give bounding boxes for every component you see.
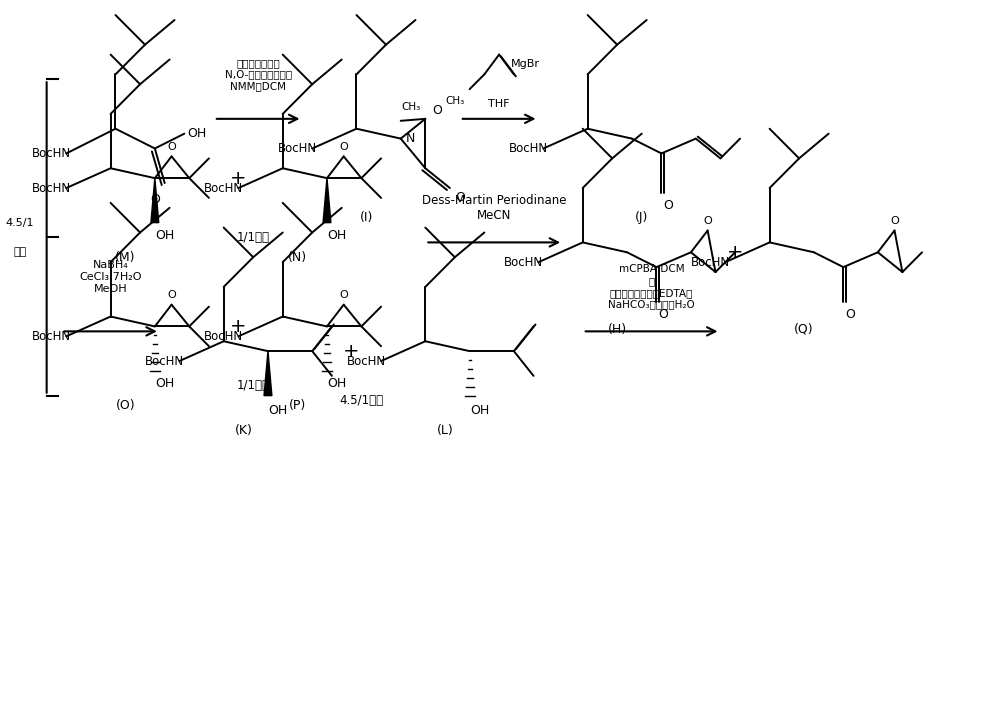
Text: OH: OH	[327, 378, 346, 391]
Text: +: +	[727, 242, 743, 262]
Text: O: O	[658, 308, 668, 321]
Text: (K): (K)	[234, 424, 252, 437]
Text: NaBH₄
CeCl₃.7H₂O
MeOH: NaBH₄ CeCl₃.7H₂O MeOH	[79, 261, 142, 293]
Text: BocHN: BocHN	[204, 330, 243, 343]
Text: (N): (N)	[288, 250, 307, 264]
Text: N: N	[406, 132, 415, 145]
Text: +: +	[230, 168, 247, 187]
Text: BocHN: BocHN	[32, 147, 71, 160]
Text: BocHN: BocHN	[204, 182, 243, 195]
Text: BocHN: BocHN	[347, 354, 386, 367]
Text: mCPBA,DCM
或
过硫酸氢钾试剂，EDTA，
NaHCO₃，丙酮，H₂O: mCPBA,DCM 或 过硫酸氢钾试剂，EDTA， NaHCO₃，丙酮，H₂O	[608, 264, 695, 309]
Text: (H): (H)	[608, 323, 627, 336]
Text: BocHN: BocHN	[32, 182, 71, 195]
Text: BocHN: BocHN	[32, 330, 71, 343]
Text: O: O	[663, 200, 673, 212]
Polygon shape	[151, 178, 159, 223]
Text: (Q): (Q)	[794, 323, 814, 336]
Text: 1/1比率: 1/1比率	[237, 231, 270, 244]
Text: O: O	[890, 216, 899, 226]
Text: OH: OH	[470, 404, 489, 417]
Text: O: O	[167, 142, 176, 152]
Text: OH: OH	[155, 378, 174, 391]
Text: 比率: 比率	[13, 248, 27, 257]
Text: BocHN: BocHN	[504, 256, 543, 269]
Text: 异丁基氯甲酸酯
N,O-二甲基盐酸羟胺
NMM，DCM: 异丁基氯甲酸酯 N,O-二甲基盐酸羟胺 NMM，DCM	[225, 58, 292, 91]
Text: (J): (J)	[635, 211, 648, 224]
Text: (P): (P)	[289, 399, 306, 412]
Text: O: O	[339, 290, 348, 300]
Text: 4.5/1: 4.5/1	[6, 218, 34, 228]
Text: O: O	[455, 192, 465, 205]
Text: +: +	[230, 317, 247, 336]
Text: +: +	[343, 342, 360, 361]
Text: (O): (O)	[116, 399, 135, 412]
Text: (M): (M)	[115, 250, 136, 264]
Text: O: O	[339, 142, 348, 152]
Text: OH: OH	[327, 229, 346, 242]
Text: BocHN: BocHN	[691, 256, 730, 269]
Text: OH: OH	[155, 229, 174, 242]
Polygon shape	[264, 351, 272, 396]
Text: CH₃: CH₃	[445, 96, 464, 106]
Text: OH: OH	[188, 127, 207, 140]
Polygon shape	[323, 178, 331, 223]
Text: Dess-Martin Periodinane
MeCN: Dess-Martin Periodinane MeCN	[422, 194, 566, 222]
Text: CH₃: CH₃	[401, 102, 420, 112]
Text: BocHN: BocHN	[509, 142, 548, 155]
Text: O: O	[432, 105, 442, 118]
Text: (I): (I)	[360, 211, 373, 224]
Text: BocHN: BocHN	[278, 142, 317, 155]
Text: OH: OH	[268, 404, 287, 417]
Text: (L): (L)	[437, 424, 453, 437]
Text: O: O	[167, 290, 176, 300]
Text: THF: THF	[488, 99, 510, 109]
Text: O: O	[150, 193, 160, 206]
Text: BocHN: BocHN	[145, 354, 184, 367]
Text: 4.5/1比率: 4.5/1比率	[339, 394, 383, 407]
Text: O: O	[845, 308, 855, 321]
Text: 1/1比率: 1/1比率	[237, 379, 270, 392]
Text: MgBr: MgBr	[511, 60, 540, 70]
Text: O: O	[703, 216, 712, 226]
